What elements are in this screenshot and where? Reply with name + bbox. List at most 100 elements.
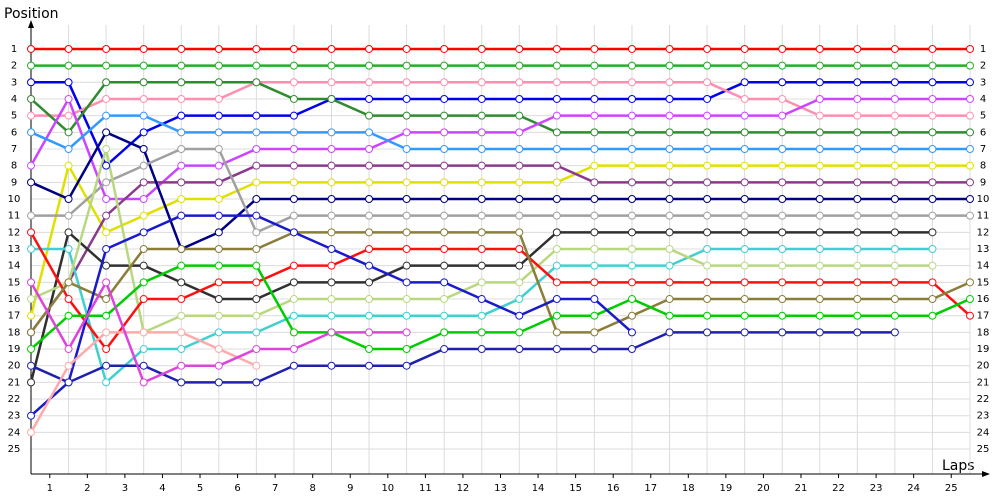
lap-marker (627, 328, 636, 337)
lap-marker (928, 295, 937, 304)
lap-marker (778, 261, 787, 270)
lap-marker (552, 195, 561, 203)
lap-marker (365, 211, 374, 220)
lap-marker (289, 328, 298, 337)
y-tick-label-right: 16 (977, 294, 990, 305)
lap-marker (402, 44, 411, 53)
lap-marker (477, 144, 486, 153)
lap-marker (177, 345, 186, 354)
lap-marker (627, 161, 636, 170)
lap-marker (327, 311, 336, 320)
lap-marker (327, 94, 336, 103)
lap-marker (665, 228, 674, 237)
lap-marker (102, 228, 111, 237)
lap-marker (515, 211, 524, 220)
lap-marker (853, 94, 862, 103)
lap-marker (778, 94, 787, 103)
lap-marker (590, 345, 599, 354)
lap-marker (177, 311, 186, 320)
lap-marker (515, 345, 524, 354)
lap-marker (139, 111, 148, 120)
lap-marker (440, 44, 449, 53)
lap-marker (440, 178, 449, 187)
lap-marker (928, 211, 937, 220)
lap-marker (552, 211, 561, 220)
lap-marker (515, 245, 524, 254)
lap-marker (590, 311, 599, 320)
lap-marker (815, 245, 824, 254)
y-tick-label: 8 (11, 161, 17, 172)
lap-marker (102, 211, 111, 220)
lap-marker (665, 78, 674, 87)
series-line (30, 231, 971, 334)
lap-marker (177, 61, 186, 70)
lap-marker (289, 178, 298, 187)
lap-marker (515, 111, 524, 120)
lap-marker (402, 94, 411, 103)
series-line (31, 81, 970, 117)
lap-marker (853, 245, 862, 254)
lap-marker (214, 211, 223, 220)
lap-marker (365, 161, 374, 170)
lap-marker (853, 195, 862, 203)
x-tick-label: 4 (159, 483, 165, 494)
lap-marker (177, 261, 186, 270)
lap-marker (627, 44, 636, 53)
lap-marker (365, 328, 374, 337)
lap-marker (64, 278, 73, 287)
lap-marker (778, 161, 787, 170)
lap-marker (590, 78, 599, 87)
lap-marker (627, 345, 636, 354)
series-line (31, 147, 970, 234)
lap-marker (440, 345, 449, 354)
lap-marker (139, 295, 148, 304)
lap-marker (890, 128, 899, 137)
lap-marker (966, 144, 974, 153)
y-axis-arrow (28, 20, 34, 28)
lap-marker (214, 361, 223, 370)
lap-marker (740, 245, 749, 254)
lap-marker (552, 278, 561, 287)
lap-marker (289, 261, 298, 270)
lap-marker (139, 328, 148, 337)
lap-marker (627, 111, 636, 120)
lap-marker (102, 195, 111, 203)
lap-marker (365, 44, 374, 53)
lap-marker (515, 128, 524, 137)
lap-marker (139, 161, 148, 170)
y-tick-label-right: 2 (980, 61, 986, 72)
lap-marker (27, 111, 35, 120)
lap-marker (289, 295, 298, 304)
lap-marker (778, 228, 787, 237)
y-tick-label-right: 10 (977, 194, 990, 205)
x-tick-label: 6 (234, 483, 240, 494)
y-tick-label-right: 4 (980, 94, 986, 105)
lap-marker (665, 144, 674, 153)
lap-marker (289, 78, 298, 87)
lap-marker (477, 211, 486, 220)
lap-marker (552, 78, 561, 87)
lap-marker (740, 161, 749, 170)
lap-marker (289, 94, 298, 103)
lap-marker (289, 211, 298, 220)
lap-marker (139, 78, 148, 87)
lap-marker (64, 144, 73, 153)
lap-marker (27, 311, 35, 320)
lap-marker (515, 311, 524, 320)
lap-marker (252, 345, 261, 354)
lap-marker (477, 94, 486, 103)
x-tick-label: 13 (494, 483, 507, 494)
x-tick-label: 20 (757, 483, 770, 494)
lap-marker (327, 361, 336, 370)
lap-marker (214, 295, 223, 304)
y-tick-label: 12 (8, 227, 21, 238)
lap-marker (27, 94, 35, 103)
lap-marker (289, 361, 298, 370)
lap-marker (815, 128, 824, 137)
lap-marker (703, 328, 712, 337)
lap-marker (289, 111, 298, 120)
lap-marker (703, 195, 712, 203)
lap-marker (64, 195, 73, 203)
lap-marker (778, 61, 787, 70)
lap-marker (402, 128, 411, 137)
